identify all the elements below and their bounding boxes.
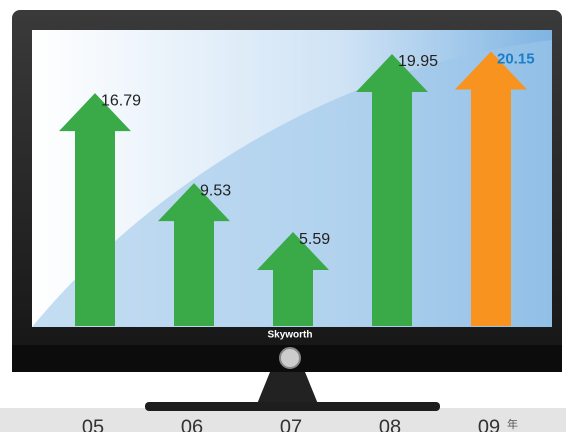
x-tick-label: 09 (478, 416, 500, 432)
value-label: 5.59 (299, 231, 330, 248)
value-label: 19.95 (398, 53, 438, 70)
arrow (356, 54, 428, 327)
stand-base (145, 402, 440, 411)
power-button (279, 347, 301, 369)
stand-neck (257, 372, 318, 404)
x-tick-label: 07 (280, 416, 302, 432)
brand-logo: Skyworth (267, 330, 312, 341)
unit-label: 年 (507, 417, 518, 431)
category-band (0, 408, 566, 432)
x-tick-label: 05 (82, 416, 104, 432)
value-label: 20.15 (497, 51, 535, 68)
x-tick-label: 08 (379, 416, 401, 432)
screen-curve (32, 40, 552, 327)
arrow (257, 231, 329, 326)
arrow (59, 93, 131, 326)
arrow (455, 51, 527, 327)
x-tick-label: 06 (181, 416, 203, 432)
value-label: 9.53 (200, 182, 231, 199)
value-label: 16.79 (101, 92, 141, 109)
arrow (158, 183, 230, 326)
